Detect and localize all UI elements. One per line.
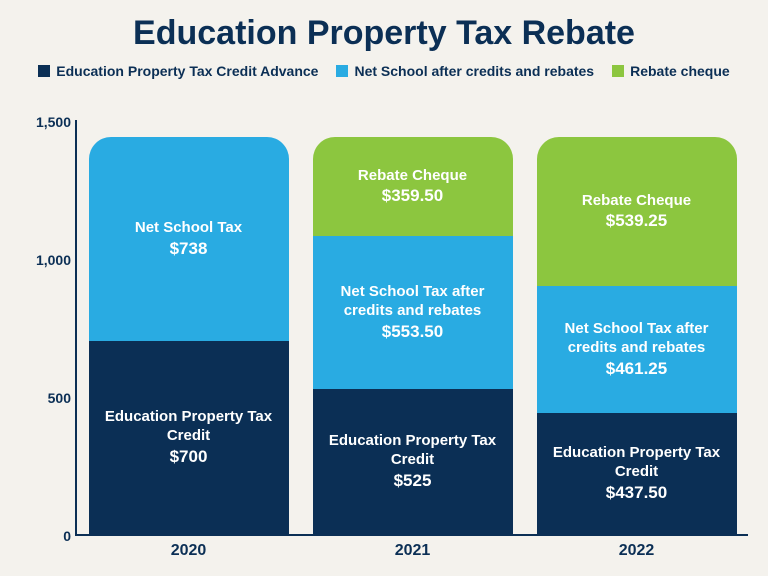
y-axis: 05001,0001,500 bbox=[30, 120, 75, 536]
bar-segment: Education Property Tax Credit$437.50 bbox=[537, 413, 737, 534]
chart-area: 05001,0001,500 Education Property Tax Cr… bbox=[30, 120, 748, 536]
segment-value: $700 bbox=[170, 446, 208, 467]
bar-segment: Education Property Tax Credit$525 bbox=[313, 389, 513, 534]
segment-label: Net School Tax after credits and rebates bbox=[543, 320, 731, 358]
segment-label: Net School Tax bbox=[135, 219, 242, 238]
segment-value: $437.50 bbox=[606, 482, 667, 503]
y-tick-label: 1,000 bbox=[36, 252, 71, 268]
legend-swatch bbox=[612, 65, 624, 77]
legend-item: Net School after credits and rebates bbox=[336, 63, 594, 79]
segment-label: Rebate Cheque bbox=[582, 192, 691, 211]
legend-item: Rebate cheque bbox=[612, 63, 730, 79]
chart-title: Education Property Tax Rebate bbox=[0, 0, 768, 53]
bar-segment: Net School Tax after credits and rebates… bbox=[313, 236, 513, 389]
segment-value: $461.25 bbox=[606, 358, 667, 379]
bar-segment: Net School Tax after credits and rebates… bbox=[537, 286, 737, 413]
legend-label: Education Property Tax Credit Advance bbox=[56, 63, 318, 79]
legend-swatch bbox=[38, 65, 50, 77]
bar-segment: Rebate Cheque$359.50 bbox=[313, 137, 513, 236]
bar-segment: Net School Tax$738 bbox=[89, 137, 289, 341]
x-axis-label: 2022 bbox=[619, 542, 655, 560]
bar: Education Property Tax Credit$525Net Sch… bbox=[313, 137, 513, 534]
x-axis-label: 2021 bbox=[395, 542, 431, 560]
plot-area: Education Property Tax Credit$700Net Sch… bbox=[75, 120, 748, 536]
bar-segment: Rebate Cheque$539.25 bbox=[537, 137, 737, 286]
legend: Education Property Tax Credit Advance Net… bbox=[0, 63, 768, 79]
legend-item: Education Property Tax Credit Advance bbox=[38, 63, 318, 79]
bar: Education Property Tax Credit$437.50Net … bbox=[537, 137, 737, 534]
segment-value: $553.50 bbox=[382, 321, 443, 342]
y-tick-label: 0 bbox=[63, 528, 71, 544]
segment-value: $359.50 bbox=[382, 185, 443, 206]
segment-label: Education Property Tax Credit bbox=[319, 432, 507, 470]
x-axis-label: 2020 bbox=[171, 542, 207, 560]
legend-swatch bbox=[336, 65, 348, 77]
y-tick-label: 500 bbox=[48, 390, 71, 406]
segment-label: Rebate Cheque bbox=[358, 167, 467, 186]
bar-segment: Education Property Tax Credit$700 bbox=[89, 341, 289, 534]
y-tick-label: 1,500 bbox=[36, 114, 71, 130]
segment-label: Net School Tax after credits and rebates bbox=[319, 283, 507, 321]
bar: Education Property Tax Credit$700Net Sch… bbox=[89, 137, 289, 534]
segment-label: Education Property Tax Credit bbox=[543, 444, 731, 482]
legend-label: Rebate cheque bbox=[630, 63, 730, 79]
segment-value: $525 bbox=[394, 470, 432, 491]
segment-value: $738 bbox=[170, 238, 208, 259]
legend-label: Net School after credits and rebates bbox=[354, 63, 594, 79]
segment-label: Education Property Tax Credit bbox=[95, 408, 283, 446]
segment-value: $539.25 bbox=[606, 210, 667, 231]
